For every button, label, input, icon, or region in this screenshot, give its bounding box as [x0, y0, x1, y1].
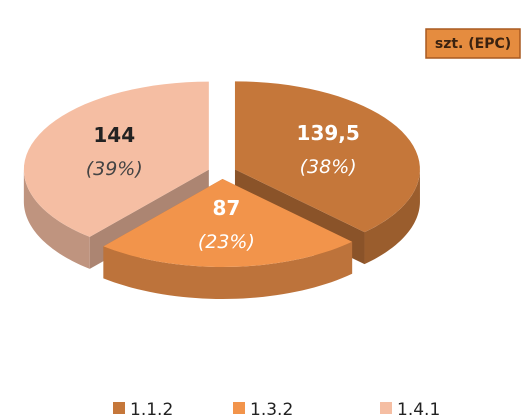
- slice-wall: [103, 241, 353, 299]
- legend-label: 1.4.1: [397, 400, 440, 419]
- percent-label: (38%): [300, 156, 357, 178]
- legend-swatch: [233, 402, 245, 414]
- legend-label: 1.1.2: [130, 400, 173, 419]
- legend-label: 1.3.2: [250, 400, 293, 419]
- pie-slice: [103, 178, 353, 267]
- annotation: szt. (EPC): [435, 36, 511, 52]
- pie-slice: [23, 81, 209, 237]
- legend-swatch: [380, 402, 392, 414]
- slice-wall: [364, 169, 420, 265]
- percent-label: (23%): [198, 231, 255, 253]
- percent-label: (39%): [86, 158, 143, 180]
- data-label: 139,5: [297, 121, 360, 145]
- slice-wall: [23, 169, 90, 269]
- pie-slice: [234, 81, 420, 233]
- annotation-box: [425, 28, 521, 59]
- data-label: 87: [212, 196, 240, 220]
- data-label: 144: [93, 123, 135, 147]
- legend-swatch: [113, 402, 125, 414]
- slice: 87 (23%): [103, 178, 353, 299]
